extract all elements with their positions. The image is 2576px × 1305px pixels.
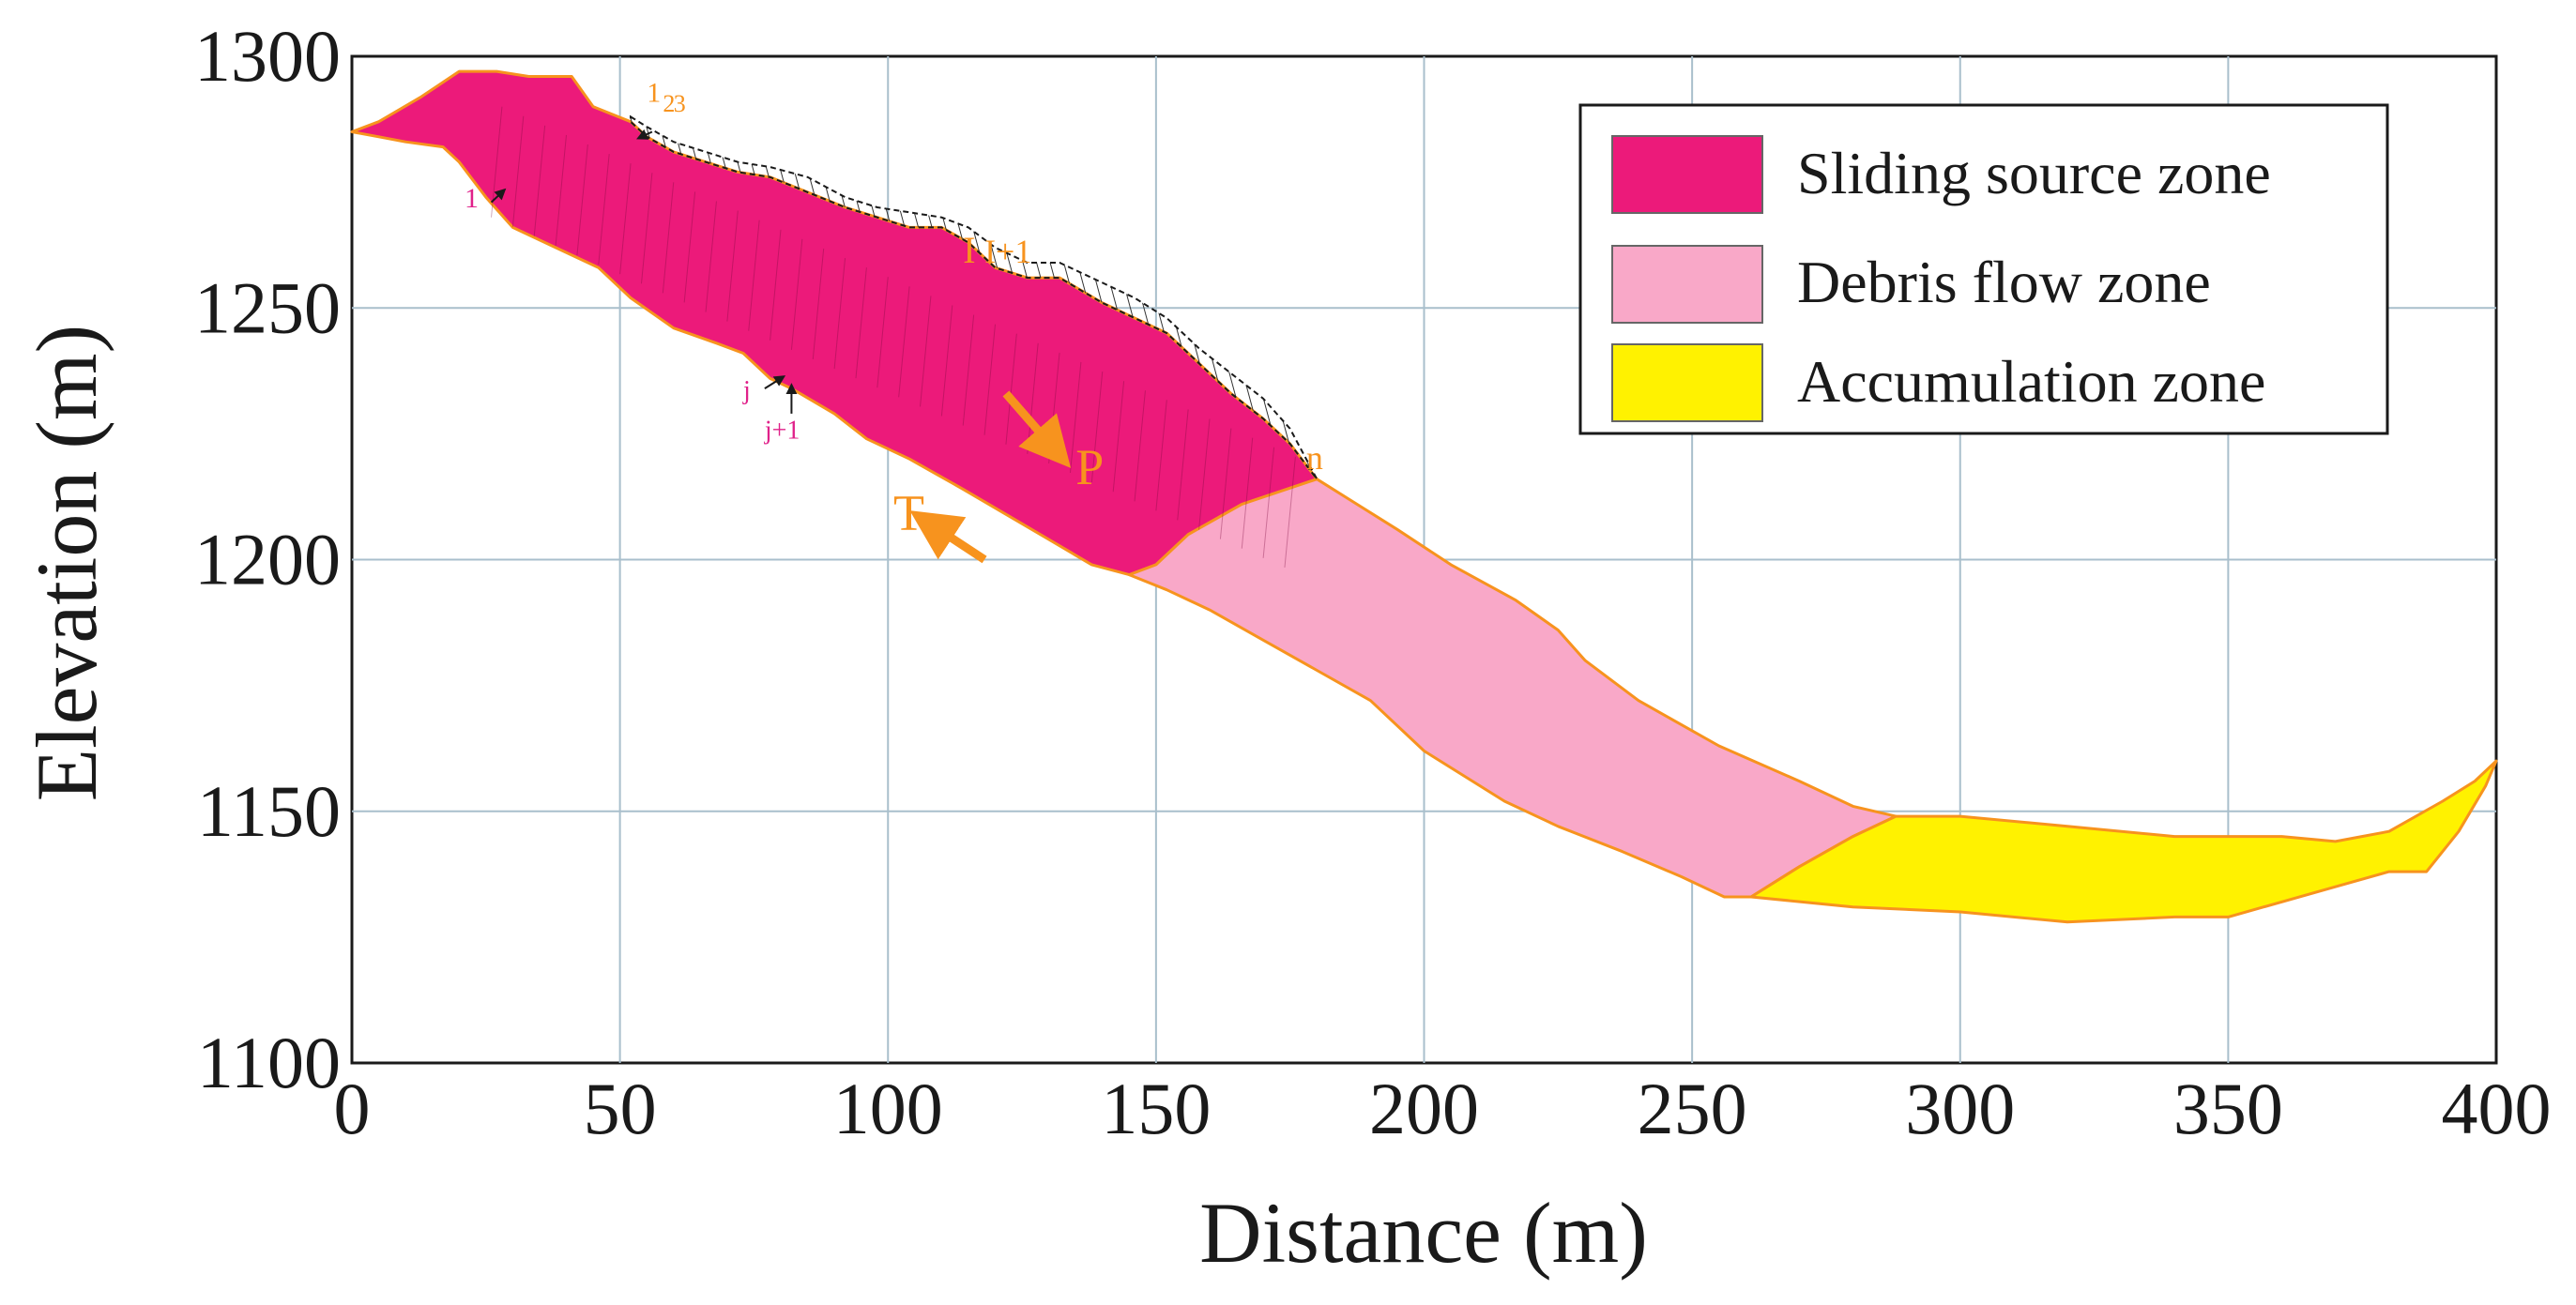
slice-line	[1134, 390, 1146, 502]
legend-swatch-source	[1611, 135, 1763, 214]
slice-line	[833, 257, 846, 370]
legend-label-debris: Debris flow zone	[1797, 249, 2211, 315]
label-3-top: 3	[674, 90, 686, 117]
label-1-left: 1	[465, 183, 479, 214]
slice-line	[662, 182, 675, 294]
slice-line	[920, 296, 932, 407]
slice-line	[533, 125, 546, 236]
slice-line	[983, 324, 996, 435]
slice-line	[1177, 409, 1189, 521]
slice-line	[576, 144, 588, 256]
label-i-plus-1: I+1	[984, 233, 1031, 270]
pointer-arrow-0	[490, 188, 507, 204]
area-accumulation-zone	[1749, 759, 2498, 924]
slice-line	[876, 277, 889, 388]
slice-line	[511, 115, 525, 227]
label-j: j	[742, 376, 751, 405]
slice-lines	[491, 106, 1296, 568]
x-tick-label: 300	[1905, 1068, 2015, 1149]
slice-line	[855, 267, 867, 379]
label-P: P	[1075, 439, 1104, 495]
label-T: T	[893, 484, 924, 540]
slice-line	[1219, 428, 1232, 539]
pointer-arrow-3	[636, 129, 653, 140]
slice-line	[683, 191, 696, 303]
slice-line	[1155, 400, 1167, 511]
slice-line	[962, 314, 975, 426]
x-tick-label: 250	[1638, 1068, 1747, 1149]
slice-line	[705, 201, 717, 312]
y-tick-label: 1150	[197, 770, 341, 852]
x-tick-label: 200	[1369, 1068, 1479, 1149]
slice-line	[640, 173, 653, 284]
hatched-surface-layer	[630, 114, 1318, 480]
y-tick-label: 1100	[197, 1022, 341, 1103]
x-tick-label: 150	[1101, 1068, 1211, 1149]
legend: Sliding source zone Debris flow zone Acc…	[1578, 103, 2389, 435]
x-axis-title: Distance (m)	[1199, 1185, 1648, 1281]
slice-line	[790, 238, 803, 350]
label-i: I	[963, 229, 975, 271]
slice-line	[491, 106, 503, 218]
y-tick-label: 1250	[194, 266, 341, 348]
x-tick-label: 0	[334, 1068, 371, 1149]
slice-line	[1262, 447, 1275, 558]
slice-line	[1090, 372, 1104, 483]
y-axis-title: Elevation (m)	[19, 325, 114, 801]
legend-label-source: Sliding source zone	[1797, 140, 2271, 206]
force-arrow-p	[1002, 390, 1072, 468]
slice-line	[1112, 381, 1125, 493]
y-tick-label: 1200	[194, 519, 341, 600]
slice-line	[598, 154, 610, 266]
slice-line	[812, 248, 825, 360]
slice-line	[1284, 456, 1296, 568]
slice-line	[898, 286, 910, 398]
slice-line	[1069, 361, 1082, 474]
x-tick-label: 350	[2173, 1068, 2283, 1149]
force-arrow-t	[909, 510, 987, 564]
label-1-top: 1	[647, 77, 661, 108]
slice-line	[940, 305, 953, 417]
label-j-plus-1: j+1	[764, 417, 800, 446]
label-2-top: 2	[663, 90, 675, 117]
y-tick-label: 1300	[194, 15, 341, 97]
zone-areas	[350, 69, 2498, 924]
slice-line	[1241, 437, 1254, 549]
slice-line	[555, 134, 567, 246]
legend-label-accumulation: Accumulation zone	[1797, 348, 2265, 415]
x-tick-label: 50	[584, 1068, 657, 1149]
slice-line	[1198, 418, 1211, 530]
slice-line	[770, 229, 782, 341]
legend-swatch-debris	[1611, 245, 1763, 324]
slice-line	[726, 210, 739, 322]
axis-titles: Distance (m) Elevation (m)	[19, 325, 1648, 1281]
slice-line	[619, 163, 632, 275]
legend-swatch-accumulation	[1611, 343, 1763, 422]
slice-line	[748, 220, 760, 331]
label-n: n	[1306, 439, 1323, 477]
x-tick-label: 400	[2442, 1068, 2552, 1149]
pointer-arrow-1	[764, 375, 786, 389]
x-tick-label: 100	[833, 1068, 943, 1149]
slice-line	[1005, 333, 1017, 445]
tick-labels: 0 50 100 150 200 250 300 350 400 1100 1150 1200 1250…	[194, 15, 2552, 1149]
